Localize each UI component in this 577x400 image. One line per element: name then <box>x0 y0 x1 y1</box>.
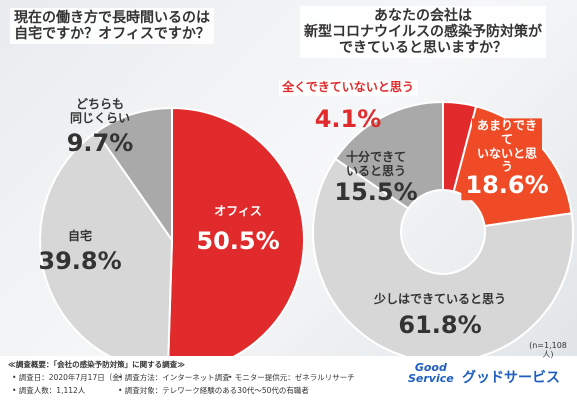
footer: ≪調査概要：「会社の感染予防対策」に関する調査≫ • 調査日：2020年7月17… <box>0 356 577 400</box>
logo: Good Service <box>408 361 454 385</box>
slice-label: あまりできて いないと思う <box>472 118 542 176</box>
value-label: 18.6% <box>461 172 553 200</box>
survey-item: • 調査人数：1,112人 <box>12 386 86 395</box>
note: (n=1,108人) <box>529 340 567 359</box>
pie-slice <box>95 106 173 244</box>
value-label: 50.5% <box>196 227 280 256</box>
brand: グッドサービス <box>462 370 560 386</box>
value-label: 4.1% <box>314 105 382 134</box>
pie-slice <box>312 157 574 356</box>
value-label: 61.8% <box>398 311 482 340</box>
survey-item: • 調査対象：テレワーク経験のある30代〜50代の有職者 <box>118 386 309 395</box>
pie-slice <box>39 130 174 356</box>
slice-label: 十分できて いると思う <box>345 150 407 178</box>
survey-item: • 調査方法：インターネット調査 <box>118 373 230 382</box>
slice-label: 全くできていないと思う <box>279 80 417 96</box>
survey-item: • 調査日：2020年7月17日（金） <box>12 373 128 382</box>
survey-item: • モニター提供元：ゼネラルリサーチ <box>228 373 355 382</box>
slice-label: どちらも 同じくらい <box>69 97 131 125</box>
survey-heading: ≪調査概要：「会社の感染予防対策」に関する調査≫ <box>8 360 185 369</box>
slice-label: 少しはできていると思う <box>373 292 507 307</box>
value-label: 9.7% <box>66 129 134 158</box>
pie-slice <box>334 100 444 210</box>
chart-title: あなたの会社は 新型コロナウイルスの感染予防対策が できていると思いますか？ <box>300 6 546 59</box>
slice-label: 自宅 <box>67 229 93 244</box>
chart-title: 現在の働き方で長時間いるのは 自宅ですか？オフィスですか？ <box>10 8 214 45</box>
slice-label: オフィス <box>214 204 262 219</box>
pie-slice <box>167 106 305 356</box>
value-label: 39.8% <box>38 247 122 276</box>
value-label: 15.5% <box>334 178 418 207</box>
